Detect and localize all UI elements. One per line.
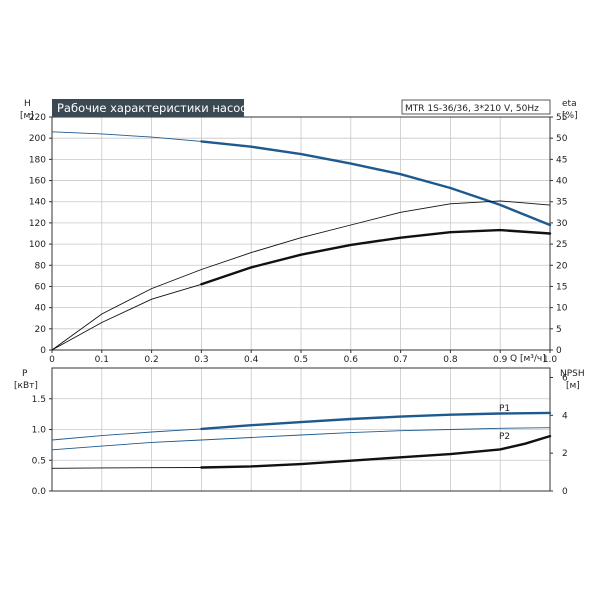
y-left-tick-label-top-9: 180	[29, 155, 46, 165]
y-left-tick-label-top-2: 40	[35, 304, 47, 314]
x-tick-label-4: 0.4	[244, 355, 259, 365]
y-right-tick-label-top-11: 55	[556, 113, 567, 123]
y-right-tick-label-top-6: 30	[556, 219, 568, 229]
y-left-tick-label-bottom-2: 1.0	[32, 426, 47, 436]
left-axis-unit-top: [м]	[20, 111, 34, 121]
y-left-tick-label-top-1: 20	[35, 325, 47, 335]
y-left-tick-label-top-10: 200	[29, 134, 46, 144]
left-axis-unit-bottom: [кВт]	[14, 381, 38, 391]
y-left-tick-label-bottom-3: 1.5	[32, 395, 46, 405]
bottom-p2-thin-line	[51, 427, 551, 451]
x-tick-label-5: 0.5	[294, 355, 308, 365]
y-left-tick-label-top-11: 220	[29, 113, 46, 123]
y-right-tick-label-top-3: 15	[556, 282, 567, 292]
tick-layer: 0 0.1 0.2 0.3 0.4 0.5 0.6 0.7 0.8 0.9 1.0020406080…	[29, 113, 568, 497]
x-tick-label-2: 0.2	[144, 355, 158, 365]
x-tick-label-7: 0.7	[393, 355, 407, 365]
y-left-tick-label-bottom-0: 0.0	[32, 487, 47, 497]
x-tick-label-3: 0.3	[194, 355, 208, 365]
y-right-tick-label-bottom-3: 6	[562, 373, 568, 383]
y-left-tick-label-top-7: 140	[29, 198, 46, 208]
top-eta-thick-line	[200, 228, 552, 286]
chart-title: Рабочие характеристики насоса	[57, 101, 254, 115]
right-axis-label-top: eta	[562, 99, 577, 109]
y-right-tick-label-top-8: 40	[556, 177, 568, 187]
y-right-tick-label-bottom-1: 2	[562, 449, 568, 459]
y-right-tick-label-top-7: 35	[556, 198, 567, 208]
y-right-tick-label-top-1: 5	[556, 325, 562, 335]
x-axis-label: Q [м³/ч]	[510, 354, 546, 364]
y-left-tick-label-top-5: 100	[29, 240, 46, 250]
y-left-tick-label-top-6: 120	[29, 219, 46, 229]
right-axis-unit-top: [%]	[562, 111, 578, 121]
y-left-tick-label-top-8: 160	[29, 177, 46, 187]
chart-title-background	[52, 99, 244, 117]
x-tick-label-10: 1.0	[543, 355, 558, 365]
top-h-thick-line	[200, 140, 552, 227]
x-tick-label-6: 0.6	[344, 355, 359, 365]
bottom-p1-thick-line	[200, 411, 552, 431]
y-right-tick-label-bottom-2: 4	[562, 411, 568, 421]
series-label-p1: P1	[499, 404, 510, 414]
top-eta-thin-line	[51, 283, 202, 351]
y-left-tick-label-bottom-1: 0.5	[32, 456, 46, 466]
y-left-tick-label-top-0: 0	[40, 346, 46, 356]
y-right-tick-label-top-4: 20	[556, 261, 568, 271]
bottom-p1-thin-line	[51, 428, 202, 441]
y-left-tick-label-top-4: 80	[35, 261, 47, 271]
x-tick-label-9: 0.9	[493, 355, 508, 365]
x-tick-label-0: 0	[49, 355, 55, 365]
bottom-npsh-thick-line	[200, 434, 552, 469]
x-tick-label-8: 0.8	[443, 355, 458, 365]
y-right-tick-label-top-0: 0	[556, 346, 562, 356]
y-right-tick-label-top-2: 10	[556, 304, 568, 314]
y-left-tick-label-top-3: 60	[35, 282, 47, 292]
bottom-npsh-thin-line	[51, 467, 202, 469]
series-layer	[51, 131, 552, 469]
y-right-tick-label-top-9: 45	[556, 155, 567, 165]
series-label-p2: P2	[499, 432, 510, 442]
left-axis-label-bottom: P	[22, 369, 28, 379]
right-axis-unit-bottom: [м]	[566, 381, 580, 391]
y-right-tick-label-top-10: 50	[556, 134, 568, 144]
model-label: MTR 1S-36/36, 3*210 V, 50Hz	[405, 104, 539, 114]
y-right-tick-label-top-5: 25	[556, 240, 567, 250]
right-axis-label-bottom: NPSH	[560, 369, 585, 379]
top-h-thin-line	[51, 131, 202, 142]
y-right-tick-label-bottom-0: 0	[562, 487, 568, 497]
model-label-box	[401, 99, 551, 115]
top-eta_total-thin-line	[51, 200, 551, 351]
left-axis-label-top: H	[24, 99, 31, 109]
x-tick-label-1: 0.1	[95, 355, 109, 365]
